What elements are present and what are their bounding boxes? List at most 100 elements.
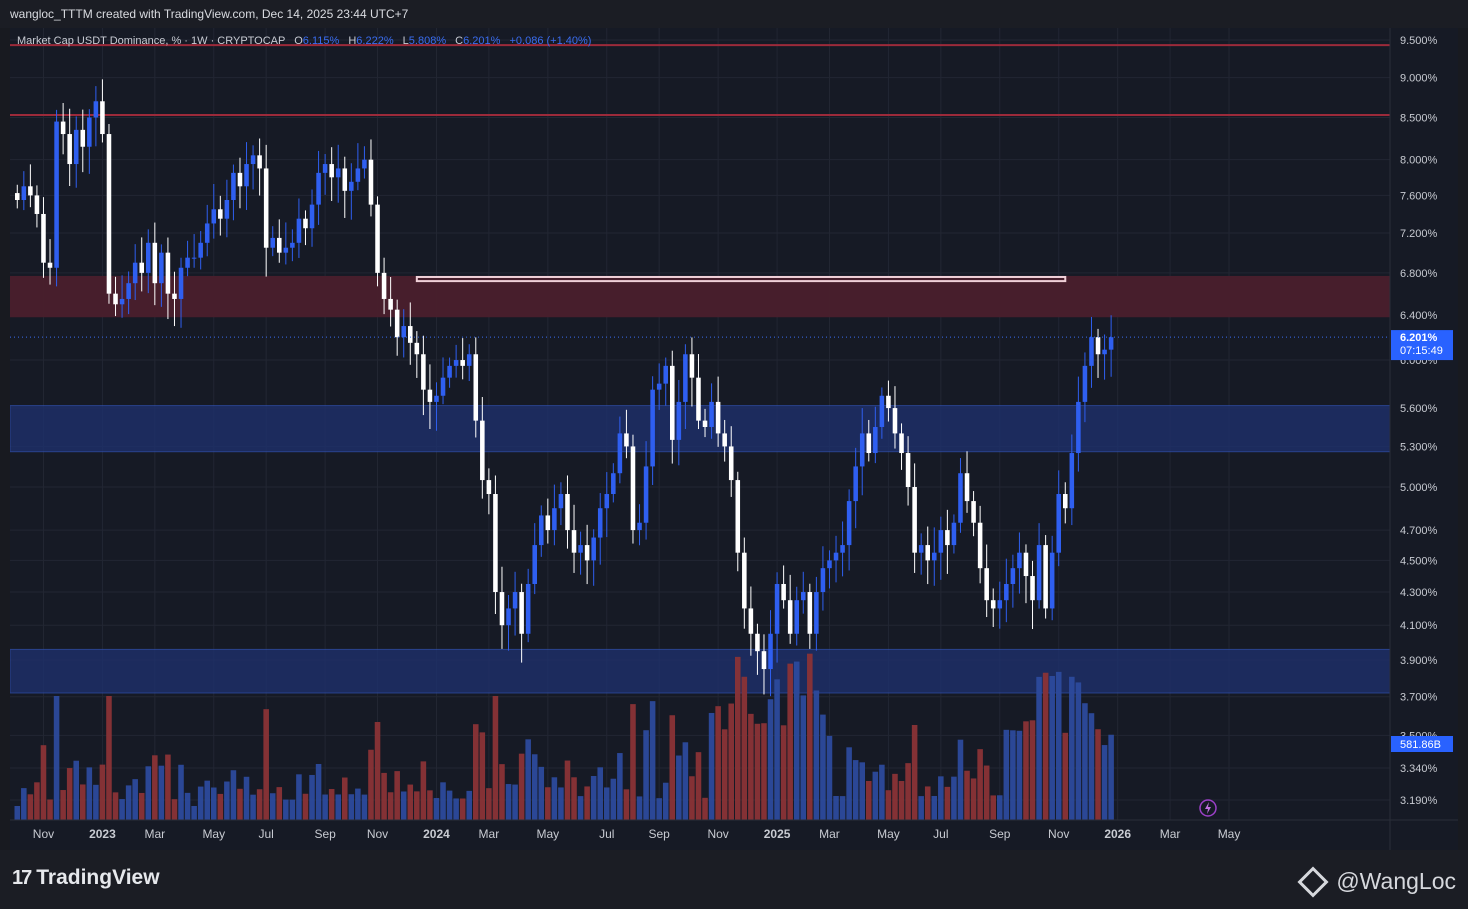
volume-bar	[73, 760, 79, 820]
candle-body	[637, 522, 642, 531]
volume-bar	[296, 774, 302, 820]
volume-bar	[695, 752, 702, 820]
volume-bar	[40, 745, 47, 820]
candle-body	[971, 501, 976, 523]
volume-bar	[702, 797, 708, 820]
candle-body	[859, 433, 865, 467]
candle-body	[552, 508, 557, 531]
candle-body	[1108, 337, 1114, 350]
candle-body	[1102, 349, 1107, 355]
candle-body	[146, 242, 151, 273]
volume-bar	[499, 764, 505, 820]
volume-bar	[892, 773, 898, 820]
volume-bar	[662, 782, 669, 820]
volume-bar	[866, 781, 872, 820]
candle-body	[119, 298, 125, 305]
candle-body	[761, 651, 767, 670]
volume-bar	[931, 796, 938, 820]
candle-body	[15, 193, 20, 201]
tradingview-logo[interactable]: 17 TradingView	[12, 866, 160, 890]
lightning-icon[interactable]	[1199, 799, 1217, 817]
candle-body	[932, 552, 937, 561]
candle-body	[945, 530, 950, 546]
volume-bar	[86, 767, 93, 820]
candle-body	[1017, 552, 1022, 569]
candle-body	[905, 453, 911, 488]
time-tick-label: May	[1218, 827, 1241, 841]
candle-body	[349, 181, 354, 191]
volume-bar	[433, 798, 440, 820]
candle-body	[539, 515, 544, 546]
candle-body	[257, 155, 262, 169]
candle-body	[100, 101, 105, 135]
candle-body	[368, 159, 374, 205]
candle-body	[742, 552, 747, 609]
candle-body	[54, 121, 59, 268]
volume-bar	[813, 690, 820, 820]
candle-body	[408, 326, 413, 343]
resistance-box	[415, 275, 1067, 283]
volume-bar	[676, 755, 682, 820]
volume-bar	[741, 676, 748, 820]
volume-bar	[93, 784, 99, 820]
volume-bar	[951, 776, 957, 820]
price-tick-label: 5.000%	[1400, 482, 1438, 494]
candle-body	[296, 218, 302, 243]
volume-bar	[178, 764, 184, 820]
time-tick-label: 2026	[1104, 827, 1131, 841]
brand-name: TradingView	[36, 866, 160, 889]
volume-bar	[754, 723, 761, 820]
candle-body	[899, 433, 904, 454]
volume-bar	[387, 792, 394, 820]
candle-body	[565, 494, 570, 531]
candle-body	[663, 365, 668, 384]
resistance-zone	[10, 275, 1390, 318]
volume-bar	[407, 784, 414, 820]
candle-body	[814, 592, 819, 634]
chart-area[interactable]: 9.500% 9.000% 8.500% 8.000% 7.600% 7.200% 6.80…	[10, 28, 1458, 850]
price-tick-label: 5.300%	[1400, 441, 1438, 453]
candle-body	[892, 408, 898, 434]
volume-bar	[610, 778, 617, 820]
volume-bar	[879, 764, 885, 820]
candle-body	[624, 433, 629, 447]
volume-bar	[977, 749, 983, 820]
volume-bar	[630, 704, 636, 820]
volume-bar	[826, 735, 833, 820]
volume-bar	[846, 747, 852, 820]
candle-body	[1004, 583, 1009, 601]
volume-bar	[119, 799, 125, 820]
candle-body	[460, 360, 465, 366]
time-tick-label: Mar	[819, 827, 840, 841]
candle-body	[545, 515, 551, 531]
volume-bar	[191, 806, 197, 820]
candle-body	[434, 395, 439, 402]
top-bar: wangloc_TTTM created with TradingView.co…	[0, 0, 1468, 28]
candle-body	[951, 522, 957, 546]
candle-body	[715, 401, 721, 434]
volume-bar	[204, 780, 210, 820]
candle-body	[309, 204, 315, 229]
candle-body	[853, 466, 858, 502]
volume-bar	[1003, 729, 1010, 820]
candle-body	[362, 159, 367, 169]
high-value: 6.222%	[356, 35, 394, 47]
candle-body	[87, 117, 92, 147]
high-label: H	[348, 35, 357, 47]
volume-bar	[1082, 703, 1088, 820]
volume-bar	[604, 787, 610, 820]
candle-body	[912, 487, 917, 553]
candle-body	[473, 354, 479, 421]
candle-body	[768, 633, 773, 670]
close-label: C	[455, 35, 464, 47]
volume-bar	[125, 785, 132, 820]
volume-bar	[217, 793, 224, 820]
volume-bar	[440, 782, 446, 820]
candle-body	[958, 473, 963, 523]
price-chart[interactable]: 9.500% 9.000% 8.500% 8.000% 7.600% 7.200% 6.80…	[10, 28, 1458, 850]
candle-body	[591, 537, 596, 561]
volume-bar	[669, 715, 676, 820]
volume-bar	[715, 706, 721, 820]
volume-bar	[47, 799, 53, 820]
candle-body	[1023, 552, 1029, 577]
